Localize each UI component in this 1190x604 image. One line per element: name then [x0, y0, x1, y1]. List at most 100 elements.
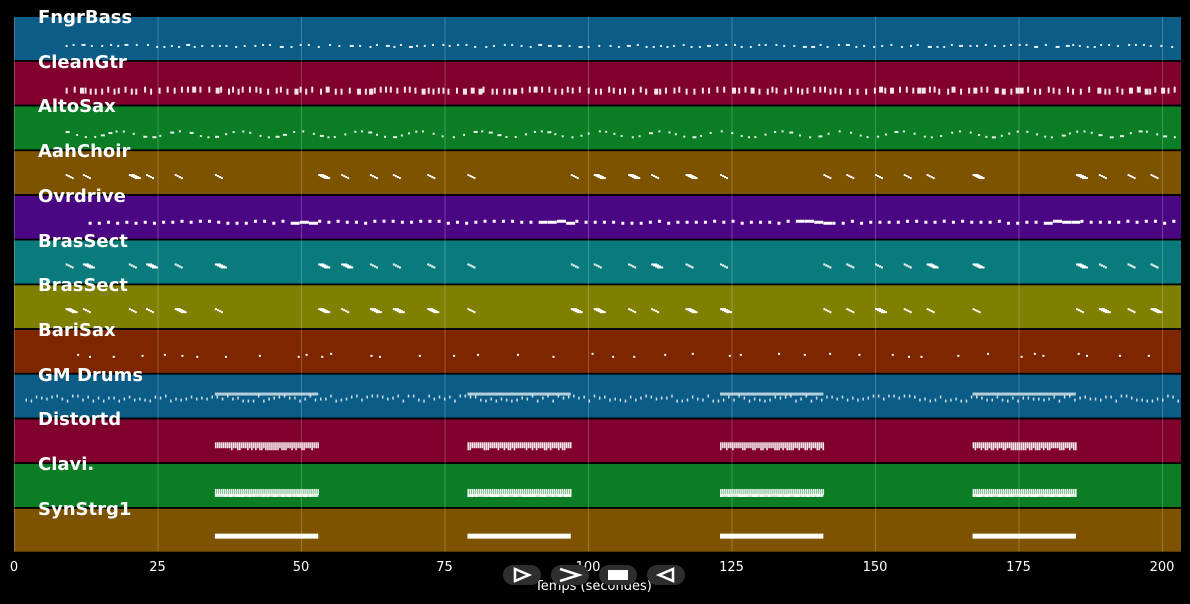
note: [619, 398, 622, 402]
note: [277, 488, 279, 495]
note: [786, 442, 788, 451]
note: [368, 131, 373, 134]
note: [416, 44, 419, 47]
note: [293, 488, 295, 497]
note: [180, 219, 184, 223]
note: [117, 87, 120, 94]
note: [301, 488, 303, 495]
rewind-button[interactable]: [647, 565, 685, 585]
note: [909, 266, 912, 269]
note: [740, 221, 744, 225]
note: [232, 442, 235, 449]
note: [549, 488, 552, 495]
note: [1074, 398, 1076, 402]
note: [1010, 442, 1013, 451]
note: [1163, 221, 1167, 225]
note: [152, 177, 155, 180]
note: [193, 45, 196, 48]
note: [387, 397, 389, 401]
note: [1001, 398, 1004, 402]
note: [89, 88, 92, 95]
note: [1100, 175, 1103, 178]
note: [722, 398, 725, 402]
note: [243, 44, 246, 47]
note: [459, 394, 461, 398]
note: [932, 177, 935, 180]
note: [307, 488, 309, 495]
note: [672, 44, 675, 47]
note: [798, 442, 800, 451]
note: [267, 136, 270, 139]
note: [94, 88, 97, 95]
rewind-icon: [655, 567, 675, 583]
note: [792, 488, 794, 495]
note: [685, 220, 689, 224]
note: [1048, 397, 1050, 401]
note: [1004, 442, 1007, 451]
note: [241, 442, 243, 449]
note: [1081, 311, 1084, 314]
note: [691, 266, 694, 269]
note: [130, 309, 133, 312]
note: [263, 442, 265, 449]
note: [441, 135, 444, 138]
note: [783, 44, 786, 47]
note: [567, 395, 570, 399]
track-separator: [14, 417, 1181, 420]
note: [881, 44, 884, 47]
note: [475, 442, 478, 449]
note: [124, 86, 127, 93]
note: [505, 136, 508, 139]
note: [565, 442, 568, 449]
note: [1063, 395, 1066, 399]
note: [720, 130, 723, 133]
note: [681, 399, 684, 403]
note: [391, 219, 395, 223]
note: [1003, 44, 1006, 47]
note: [972, 533, 1076, 539]
note: [501, 442, 504, 449]
note: [992, 442, 995, 451]
note: [702, 398, 704, 402]
note: [936, 45, 939, 48]
note: [448, 44, 451, 47]
note: [279, 86, 282, 93]
note: [400, 134, 403, 137]
note: [1151, 399, 1154, 403]
stop-button[interactable]: [599, 565, 637, 585]
note: [769, 398, 771, 402]
fast-forward-button[interactable]: [551, 565, 589, 585]
note: [1084, 395, 1087, 399]
note: [220, 442, 223, 449]
note: [432, 88, 435, 95]
note: [780, 488, 782, 497]
note: [278, 395, 281, 399]
note: [1008, 132, 1011, 135]
note: [818, 488, 821, 497]
note: [1034, 45, 1039, 48]
note: [499, 442, 502, 449]
play-button[interactable]: [503, 565, 541, 585]
note: [909, 311, 912, 314]
note: [180, 266, 183, 269]
note: [869, 220, 873, 224]
note: [1028, 488, 1031, 495]
note: [241, 488, 243, 497]
note: [612, 87, 615, 94]
note: [234, 442, 237, 449]
note: [1177, 399, 1179, 403]
note: [301, 442, 303, 451]
note: [896, 220, 900, 224]
note: [344, 133, 347, 136]
note: [1162, 398, 1164, 402]
note: [992, 488, 995, 495]
note: [324, 177, 331, 180]
note: [788, 488, 790, 497]
note: [552, 399, 554, 403]
note: [473, 311, 476, 314]
note: [998, 442, 1001, 449]
note: [453, 354, 456, 357]
note: [907, 355, 910, 358]
note: [653, 175, 656, 178]
note: [396, 87, 399, 94]
